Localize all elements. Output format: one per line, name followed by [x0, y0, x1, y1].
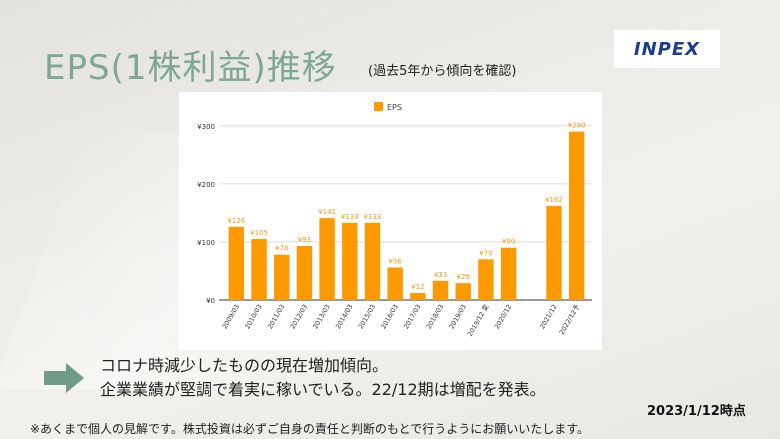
- y-tick-label: ¥200: [197, 181, 215, 189]
- bar-value-label: ¥90: [502, 238, 515, 246]
- arrow-right-icon: [44, 363, 84, 393]
- bar-value-label: ¥141: [318, 208, 336, 216]
- eps-bar: [228, 226, 245, 300]
- eps-bar: [500, 247, 517, 300]
- eps-bar: [410, 293, 426, 300]
- eps-chart: EPS ¥0 ¥100 ¥200 ¥300 ¥126 ¥105 ¥78 ¥93 ¥141 ¥133 ¥…: [179, 92, 602, 350]
- eps-bar: [296, 246, 313, 300]
- bar-value-label: ¥162: [545, 196, 563, 204]
- bar-value-label: ¥12: [411, 283, 424, 291]
- x-tick-label: 2022/12予: [558, 303, 582, 336]
- x-tick-label: 2012/03: [289, 303, 309, 330]
- x-tick-label: 2013/03: [311, 303, 331, 330]
- x-tick-label: 2018/03: [425, 303, 445, 330]
- eps-bar: [546, 205, 562, 300]
- y-tick-label: ¥300: [197, 123, 215, 131]
- x-tick-label: 2020/12: [493, 303, 513, 330]
- x-tick-label: 2016/03: [379, 303, 399, 330]
- bar-value-label: ¥33: [434, 271, 447, 279]
- y-tick-label: ¥100: [197, 239, 215, 247]
- bar-value-label: ¥133: [364, 213, 382, 221]
- eps-bar: [455, 283, 471, 300]
- x-tick-label: 2021/12: [538, 303, 558, 330]
- eps-bar: [387, 267, 403, 300]
- company-logo: INPEX: [614, 30, 720, 68]
- eps-bar: [568, 131, 585, 300]
- eps-bar: [342, 222, 358, 300]
- logo-text: INPEX: [633, 38, 701, 60]
- page-title: EPS(1株利益)推移: [44, 48, 337, 88]
- x-tick-label: 2009/03: [221, 303, 241, 330]
- x-tick-label: 2011/03: [266, 303, 286, 330]
- bar-value-label: ¥105: [250, 229, 268, 237]
- eps-bar: [364, 222, 381, 300]
- bar-value-label: ¥78: [275, 245, 288, 253]
- summary-line-2: 企業業績が堅調で着実に稼いでいる。22/12期は増配を発表。: [100, 380, 546, 399]
- x-tick-label: 2019/12 変: [465, 302, 491, 338]
- as-of-date: 2023/1/12時点: [647, 404, 746, 419]
- eps-bar-chart: EPS ¥0 ¥100 ¥200 ¥300 ¥126 ¥105 ¥78 ¥93 ¥141 ¥133 ¥…: [197, 102, 592, 338]
- bar-value-label: ¥29: [457, 273, 470, 281]
- y-tick-label: ¥0: [206, 297, 215, 305]
- legend-swatch: [374, 102, 383, 111]
- x-tick-label: 2014/03: [334, 303, 354, 330]
- bar-value-label: ¥70: [479, 249, 492, 257]
- x-tick-label: 2019/03: [448, 303, 468, 330]
- bar-value-label: ¥93: [298, 236, 311, 244]
- eps-bar: [319, 218, 335, 300]
- eps-bar: [274, 254, 290, 300]
- summary-line-1: コロナ時減少したものの現在増加傾向。: [100, 356, 389, 375]
- bar-value-label: ¥126: [227, 217, 245, 225]
- legend-label: EPS: [387, 103, 402, 112]
- disclaimer-note: ※あくまで個人の見解です。株式投資は必ずご自身の責任と判断のもとで行うようにお願…: [30, 422, 590, 436]
- x-tick-label: 2015/03: [357, 303, 377, 330]
- bar-value-label: ¥56: [388, 257, 402, 265]
- page-subtitle: (過去5年から傾向を確認): [368, 64, 517, 79]
- x-tick-label: 2017/03: [402, 303, 422, 330]
- bar-value-label: ¥133: [341, 213, 359, 221]
- eps-bar: [251, 239, 267, 300]
- eps-bar: [432, 280, 449, 300]
- eps-bar: [478, 259, 494, 300]
- x-tick-label: 2010/03: [243, 303, 263, 330]
- bar-value-label: ¥290: [568, 122, 586, 130]
